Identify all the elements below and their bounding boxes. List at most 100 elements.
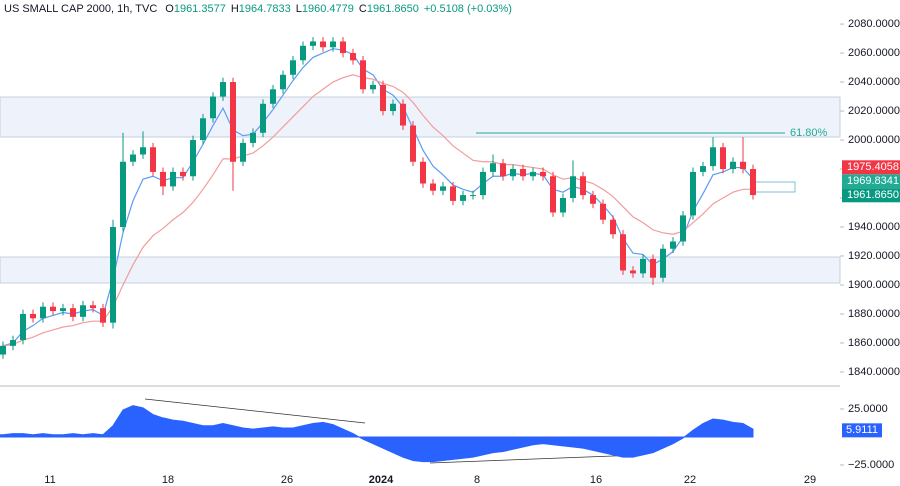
y-tick-label: 1880.0000: [848, 308, 900, 320]
candle-body: [70, 308, 76, 317]
candle-body: [620, 234, 626, 271]
candle-body: [310, 41, 316, 46]
candle-body: [460, 195, 466, 201]
candle-body: [100, 308, 106, 323]
candle-body: [180, 171, 186, 177]
candle-body: [430, 183, 436, 191]
moving-average: [2, 48, 754, 347]
candle-body: [730, 161, 736, 170]
candle-body: [610, 219, 616, 235]
ohlc-value: 1961.8650: [367, 3, 419, 15]
moving-average: [2, 74, 753, 347]
candle-body: [40, 306, 46, 319]
ohlc-value: 1960.4779: [302, 3, 354, 15]
candle-body: [570, 176, 576, 199]
price-tag-label: 1961.8650: [847, 189, 899, 201]
candle-body: [50, 306, 56, 312]
y-tick-label: −25.0000: [848, 459, 894, 471]
candle-body: [650, 258, 656, 278]
candle-body: [470, 195, 476, 197]
ohlc-value: 1964.7833: [239, 3, 291, 15]
change: +0.5108 (+0.03%): [424, 3, 512, 15]
candle-body: [720, 147, 726, 170]
candle-body: [480, 171, 486, 196]
candle-body: [710, 147, 716, 167]
candle-body: [0, 345, 6, 355]
y-tick-label: 1940.0000: [848, 221, 900, 233]
candle-body: [700, 166, 706, 172]
y-tick-label: 1900.0000: [848, 279, 900, 291]
resistance-zone: [0, 96, 841, 138]
trend-line: [144, 398, 366, 424]
candle-body: [290, 60, 296, 75]
candle-body: [110, 226, 116, 323]
candle-body: [260, 103, 266, 133]
value-tag: [842, 423, 882, 438]
candle-body: [220, 82, 226, 97]
y-tick-label: 2000.0000: [848, 134, 900, 146]
candle-body: [130, 154, 136, 162]
ohlc-key: C: [359, 3, 367, 15]
candle-body: [10, 340, 16, 346]
candle-body: [400, 103, 406, 126]
candle-body: [320, 41, 326, 48]
candle-body: [240, 142, 246, 162]
candle-body: [540, 171, 546, 177]
candle-body: [30, 313, 36, 319]
candle-body: [270, 89, 276, 104]
candle-body: [330, 41, 336, 48]
candle-body: [420, 161, 426, 184]
candle-body: [490, 163, 496, 172]
ohlc-key: L: [296, 3, 302, 15]
candle-body: [120, 161, 126, 227]
price-tag: [842, 188, 900, 203]
x-tick-label: 2024: [369, 474, 394, 486]
ohlc-key: O: [165, 3, 174, 15]
x-tick-label: 8: [474, 474, 480, 486]
selection-box: [754, 181, 796, 193]
price-tag: [842, 174, 900, 189]
candle-body: [340, 41, 346, 54]
header: US SMALL CAP 2000, 1h, TVC O 1961.3577 H 19…: [4, 3, 512, 15]
y-tick-label: 2080.0000: [848, 18, 900, 30]
candle-body: [20, 313, 26, 341]
candle-body: [230, 82, 236, 162]
y-tick-label: 1860.0000: [848, 337, 900, 349]
candle-body: [640, 258, 646, 274]
oscillator-area: [0, 405, 754, 463]
x-tick-label: 29: [804, 474, 816, 486]
x-tick-label: 11: [44, 474, 55, 486]
value-tag-label: 5.9111: [846, 424, 878, 436]
candle-body: [560, 198, 566, 213]
candle-body: [190, 140, 196, 177]
candle-body: [360, 60, 366, 90]
ohlc-key: H: [231, 3, 239, 15]
candle-body: [350, 53, 356, 61]
candle-body: [150, 147, 156, 172]
candle-body: [140, 147, 146, 155]
candle-body: [520, 169, 526, 177]
candle-body: [550, 176, 556, 213]
candle-body: [670, 241, 676, 249]
y-tick-label: 1920.0000: [848, 250, 900, 262]
candle-body: [740, 161, 746, 170]
y-tick-label: 25.0000: [848, 403, 888, 415]
y-tick-label: 1840.0000: [848, 366, 900, 378]
candle-body: [680, 215, 686, 242]
candle-body: [590, 195, 596, 204]
price-tag-label: 1969.8341: [847, 175, 899, 187]
x-tick-label: 26: [281, 474, 293, 486]
candle-body: [80, 305, 86, 317]
candle-body: [410, 125, 416, 162]
candle-body: [160, 171, 166, 187]
candle-body: [510, 169, 516, 177]
candle-body: [580, 176, 586, 196]
y-tick-label: 2020.0000: [848, 105, 900, 117]
fib-label: 61.80%: [790, 127, 828, 139]
candle-body: [210, 96, 216, 119]
candle-body: [750, 169, 756, 196]
price-tag: [842, 160, 900, 175]
candle-body: [300, 45, 306, 61]
candle-body: [660, 248, 666, 278]
